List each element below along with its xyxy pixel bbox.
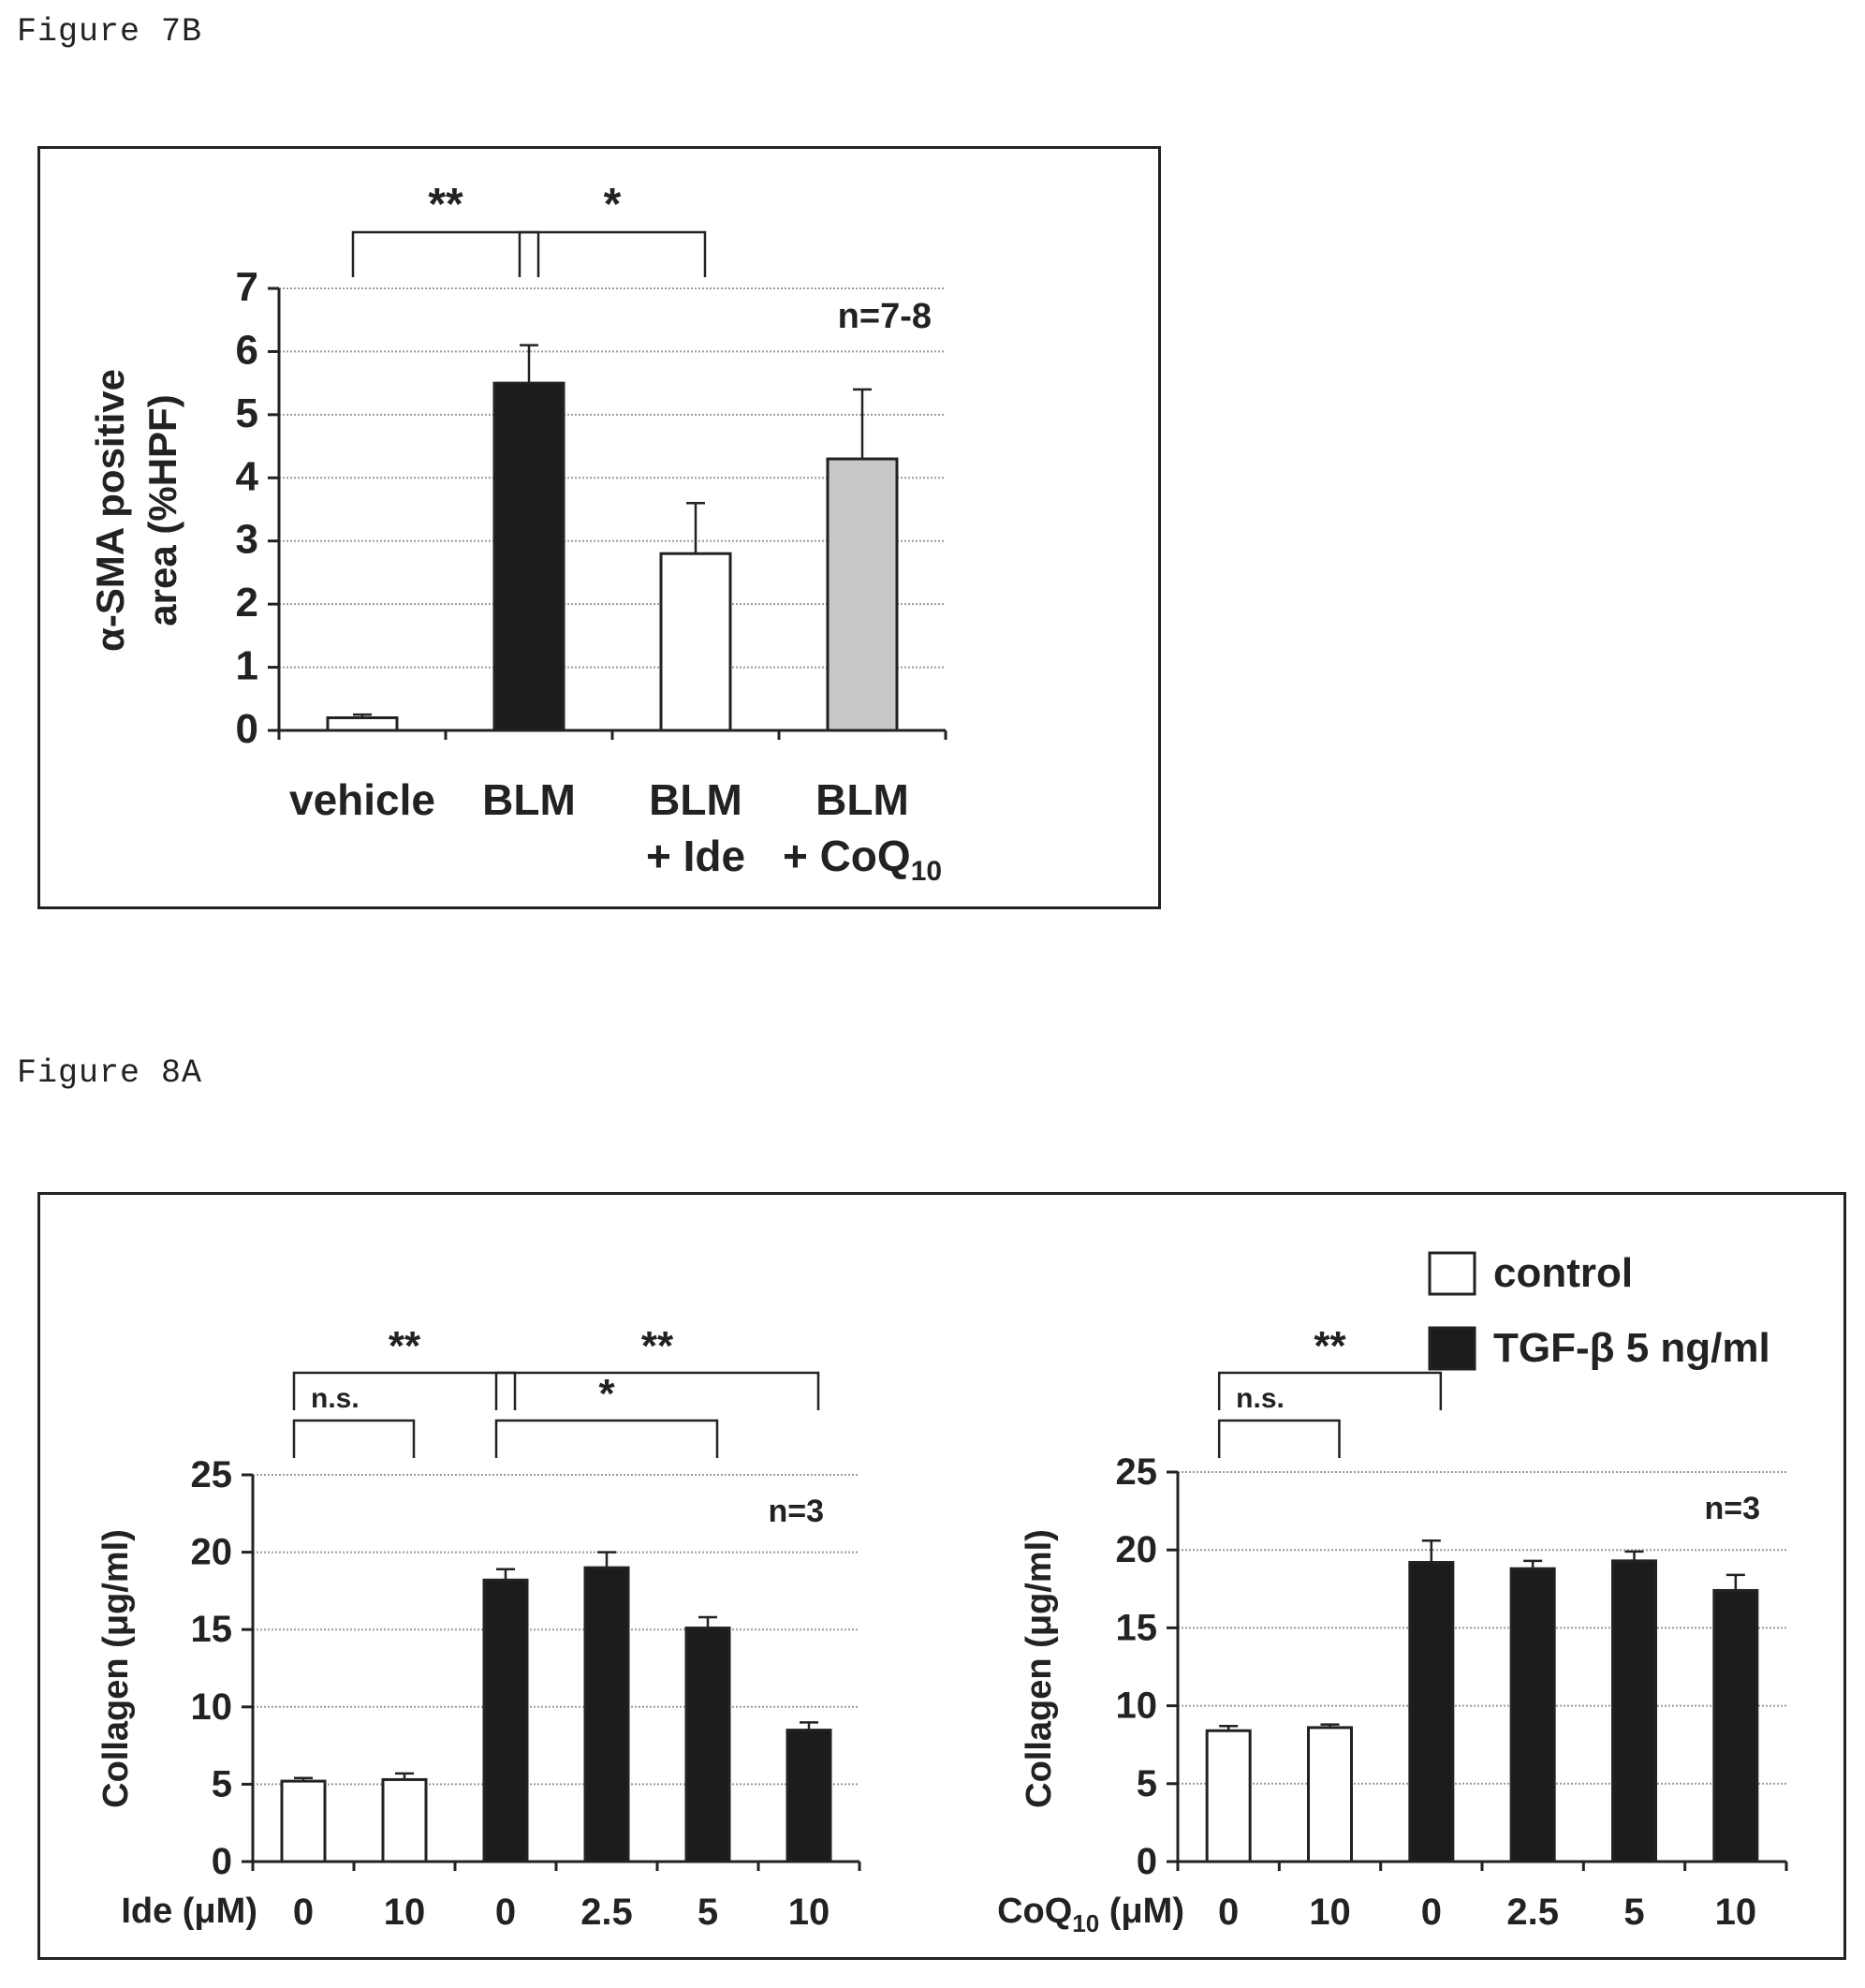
y-tick-label: 6 xyxy=(236,327,258,373)
figure-8a-label: Figure 8A xyxy=(17,1054,203,1092)
category-label-subscript: 10 xyxy=(911,856,942,887)
x-axis-label: Ide (μM) xyxy=(121,1892,257,1931)
y-tick-label: 20 xyxy=(1116,1529,1158,1570)
y-tick-label: 2 xyxy=(236,580,258,626)
bar xyxy=(1307,1726,1353,1863)
figure-7b-panel xyxy=(37,146,1161,909)
y-tick-label: 1 xyxy=(236,643,258,689)
significance-bracket xyxy=(351,230,540,277)
legend-label: TGF-β 5 ng/ml xyxy=(1493,1325,1770,1371)
bar xyxy=(786,1729,832,1863)
category-label: 5 xyxy=(1623,1892,1644,1933)
x-axis-label: CoQ10 (μM) xyxy=(997,1892,1184,1937)
category-label: 10 xyxy=(384,1892,426,1933)
figure-7b-label: Figure 7B xyxy=(17,13,203,51)
category-label: 2.5 xyxy=(580,1892,633,1933)
significance-label: * xyxy=(598,1371,615,1417)
category-label: 0 xyxy=(1421,1892,1442,1933)
y-tick-label: 10 xyxy=(1116,1686,1158,1727)
y-tick-label: 5 xyxy=(1137,1763,1157,1804)
category-label: 0 xyxy=(1218,1892,1239,1933)
bar xyxy=(684,1627,731,1863)
y-axis-label: area (%HPF) xyxy=(140,394,184,626)
significance-bracket xyxy=(518,230,707,277)
significance-label: ** xyxy=(428,180,463,229)
category-label-line2: + CoQ xyxy=(783,832,911,880)
y-tick-label: 7 xyxy=(236,264,258,310)
y-tick-label: 25 xyxy=(1116,1451,1158,1493)
significance-bracket xyxy=(1217,1371,1443,1410)
bar xyxy=(583,1566,630,1863)
significance-bracket xyxy=(494,1419,719,1458)
significance-bracket xyxy=(1217,1419,1341,1458)
bar xyxy=(1408,1561,1455,1863)
category-label: 2.5 xyxy=(1506,1892,1559,1933)
legend-swatch xyxy=(1428,1326,1476,1371)
significance-bracket xyxy=(494,1371,820,1410)
n-label: n=7-8 xyxy=(838,297,932,336)
n-label: n=3 xyxy=(1704,1491,1760,1526)
significance-label: * xyxy=(604,180,622,229)
bar xyxy=(492,381,565,732)
bar xyxy=(1611,1559,1657,1863)
category-label: 10 xyxy=(1309,1892,1351,1933)
bar xyxy=(1509,1567,1556,1863)
y-axis-label: Collagen (μg/ml) xyxy=(1020,1529,1059,1808)
category-label: 10 xyxy=(1715,1892,1757,1933)
y-tick-label: 3 xyxy=(236,517,258,563)
category-label: 0 xyxy=(495,1892,516,1933)
category-label: + CoQ10 xyxy=(783,832,942,887)
category-label: 0 xyxy=(293,1892,314,1933)
category-label: BLM xyxy=(482,775,576,824)
significance-bracket xyxy=(292,1419,416,1458)
bar xyxy=(381,1777,428,1863)
y-axis-label: α-SMA positive xyxy=(88,369,132,652)
category-label: 10 xyxy=(788,1892,830,1933)
bar xyxy=(326,716,399,732)
significance-label: ** xyxy=(1314,1323,1346,1369)
bar xyxy=(1205,1729,1252,1863)
category-label: 5 xyxy=(698,1892,718,1933)
category-label: BLM xyxy=(815,775,909,824)
y-tick-label: 15 xyxy=(1116,1607,1158,1648)
bar xyxy=(826,457,899,732)
y-tick-label: 20 xyxy=(191,1532,233,1573)
category-label: BLM xyxy=(649,775,742,824)
x-axis-label-main: CoQ xyxy=(997,1892,1072,1931)
category-label: vehicle xyxy=(289,775,435,824)
significance-label: ** xyxy=(389,1323,421,1369)
bar xyxy=(1712,1588,1759,1863)
y-axis-label: Collagen (μg/ml) xyxy=(96,1529,136,1808)
bar xyxy=(280,1779,327,1863)
y-tick-label: 0 xyxy=(236,706,258,752)
significance-label: n.s. xyxy=(311,1383,360,1414)
y-tick-label: 0 xyxy=(1137,1841,1157,1882)
category-label: + Ide xyxy=(646,832,745,880)
y-tick-label: 10 xyxy=(191,1686,233,1728)
bar xyxy=(482,1578,529,1863)
y-tick-label: 25 xyxy=(191,1454,233,1495)
y-tick-label: 0 xyxy=(212,1841,232,1882)
y-tick-label: 15 xyxy=(191,1609,233,1650)
x-axis-label-unit: (μM) xyxy=(1099,1892,1184,1931)
y-tick-label: 4 xyxy=(236,453,259,499)
category-label-line2: + Ide xyxy=(646,832,745,880)
y-tick-label: 5 xyxy=(236,390,258,436)
x-axis-label-sub: 10 xyxy=(1072,1909,1099,1937)
y-tick-label: 5 xyxy=(212,1763,232,1804)
bar xyxy=(659,552,732,732)
legend-label: control xyxy=(1493,1250,1633,1296)
significance-bracket xyxy=(292,1371,517,1410)
significance-label: ** xyxy=(641,1323,674,1369)
significance-label: n.s. xyxy=(1236,1383,1285,1414)
legend-swatch xyxy=(1428,1251,1476,1296)
n-label: n=3 xyxy=(768,1494,824,1529)
